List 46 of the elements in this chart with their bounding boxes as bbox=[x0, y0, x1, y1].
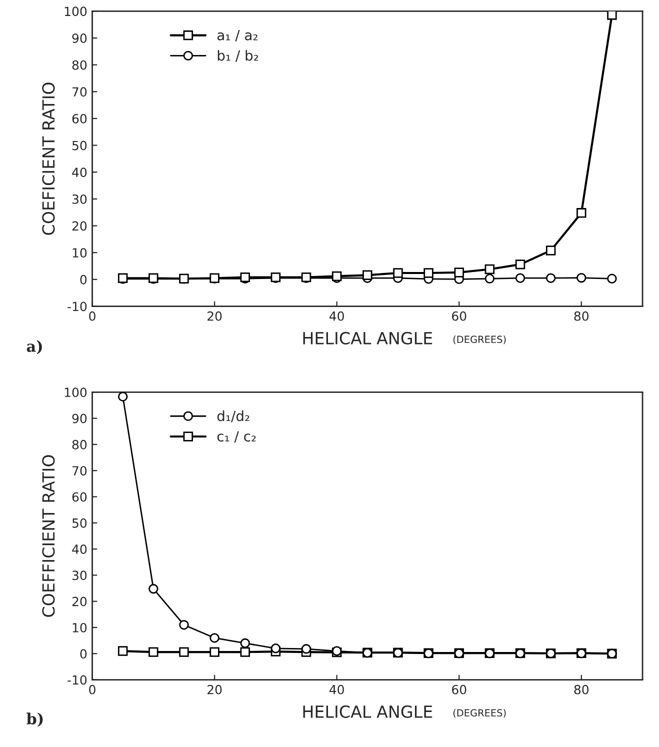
text: (DEGREES) bbox=[453, 336, 506, 344]
y-tick-label: -10 bbox=[68, 675, 87, 685]
text: a) bbox=[26, 340, 42, 354]
legend-label: c₁ / c₂ bbox=[217, 431, 256, 443]
y-tick-label: 20 bbox=[72, 596, 87, 606]
y-tick-label: -10 bbox=[68, 302, 87, 312]
y-tick-label: 60 bbox=[72, 492, 87, 502]
x-tick-label: 40 bbox=[329, 311, 344, 321]
y-tick-label: 10 bbox=[72, 622, 87, 632]
x-tick-label: 0 bbox=[89, 311, 96, 321]
y-tick-label: 90 bbox=[72, 414, 87, 424]
y-tick-label: 0 bbox=[80, 649, 87, 659]
y-tick-label: 30 bbox=[72, 570, 87, 580]
x-tick-label: 20 bbox=[208, 684, 222, 694]
x-axis-title: HELICAL ANGLE bbox=[303, 705, 432, 718]
y-axis-title: COEFICIENT RATIO bbox=[42, 82, 55, 235]
y-tick-label: 50 bbox=[72, 140, 87, 150]
y-tick-label: 80 bbox=[72, 440, 87, 450]
x-tick-label: 80 bbox=[574, 684, 589, 694]
x-axis-title: HELICAL ANGLE bbox=[303, 332, 432, 344]
x-tick-label: 80 bbox=[574, 311, 589, 321]
y-tick-label: 80 bbox=[72, 60, 87, 70]
legend-label: a₁ / a₂ bbox=[217, 30, 258, 42]
y-tick-label: 70 bbox=[72, 87, 87, 97]
y-tick-label: 90 bbox=[72, 34, 87, 43]
y-axis-title: COEFFICIENT RATIO bbox=[42, 455, 55, 617]
y-tick-label: 50 bbox=[72, 518, 87, 528]
y-tick-label: 10 bbox=[72, 248, 87, 258]
y-tick-label: 40 bbox=[72, 168, 87, 178]
y-tick-label: 0 bbox=[80, 274, 87, 284]
y-tick-label: 30 bbox=[72, 194, 87, 204]
y-tick-label: 100 bbox=[64, 388, 87, 398]
y-tick-label: 100 bbox=[64, 6, 87, 16]
text: b) bbox=[26, 712, 43, 727]
x-tick-label: 20 bbox=[208, 311, 222, 321]
text: (DEGREES) bbox=[453, 709, 506, 718]
legend-label: d₁/d₂ bbox=[217, 410, 250, 422]
x-tick-label: 60 bbox=[452, 684, 466, 694]
y-tick-label: 70 bbox=[72, 466, 87, 476]
x-tick-label: 40 bbox=[329, 684, 344, 694]
x-tick-label: 0 bbox=[89, 684, 96, 694]
y-tick-label: 20 bbox=[72, 221, 87, 231]
y-tick-label: 60 bbox=[72, 114, 87, 124]
legend-label: b₁ / b₂ bbox=[218, 50, 258, 62]
x-tick-label: 60 bbox=[452, 311, 466, 321]
y-tick-label: 40 bbox=[72, 544, 87, 554]
